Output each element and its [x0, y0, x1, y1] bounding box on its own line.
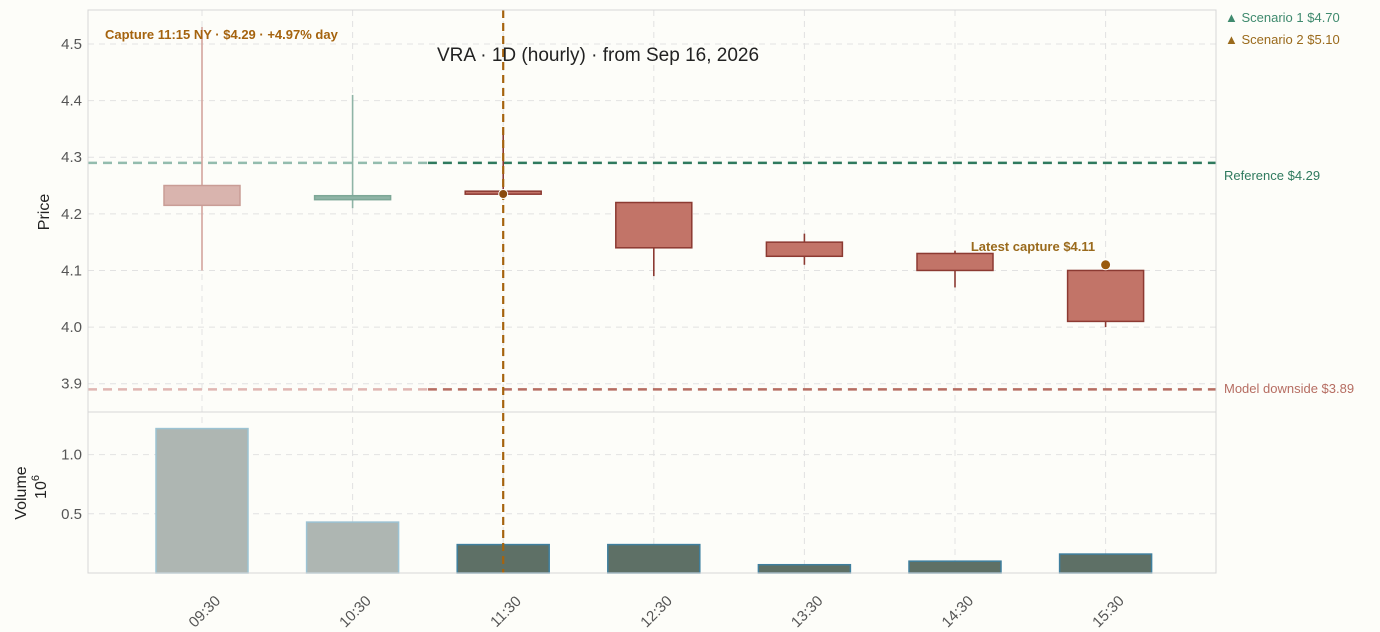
scenario-2-label: ▲ Scenario 2 $5.10 — [1225, 32, 1340, 47]
capture-marker — [498, 189, 509, 200]
latest-capture-label: Latest capture $4.11 — [971, 239, 1095, 254]
volume-tick-label: 1.0 — [61, 447, 82, 464]
price-tick-label: 4.2 — [61, 206, 82, 223]
x-tick-label: 10:30 — [336, 593, 375, 632]
price-tick-label: 4.4 — [61, 93, 82, 110]
x-tick-label: 13:30 — [788, 593, 827, 632]
price-axis-label: Price — [36, 194, 53, 231]
candle-body — [163, 184, 241, 207]
price-tick-label: 4.0 — [61, 319, 82, 336]
x-tick-label: 14:30 — [939, 593, 978, 632]
volume-bar — [305, 521, 400, 574]
candle-body — [916, 252, 994, 272]
candles — [163, 10, 1145, 573]
x-tick-label: 11:30 — [487, 593, 525, 631]
reference-line-label: Reference $4.29 — [1224, 168, 1320, 183]
price-tick-label: 4.1 — [61, 262, 82, 279]
chart-frame — [87, 9, 1217, 574]
x-tick-label: 12:30 — [637, 593, 676, 632]
scenario-1-label: ▲ Scenario 1 $4.70 — [1225, 10, 1340, 25]
volume-axis-label: Volume — [13, 466, 30, 519]
volume-bar — [1058, 553, 1153, 574]
grid-lines — [88, 10, 1216, 573]
volume-panel-frame — [87, 411, 1217, 574]
chart-title: VRA · 1D (hourly) · from Sep 16, 2026 — [437, 45, 759, 66]
price-tick-label: 4.5 — [61, 36, 82, 53]
candle-body — [765, 241, 844, 258]
latest-capture-marker — [1100, 259, 1112, 271]
volume-tick-label: 0.5 — [61, 506, 82, 523]
volume-axis-exponent: 106 — [30, 475, 50, 499]
volume-bar — [155, 427, 249, 574]
model-downside-label: Model downside $3.89 — [1224, 381, 1354, 396]
price-tick-label: 4.3 — [61, 149, 82, 166]
candle-body — [313, 194, 392, 201]
reference-lines — [88, 161, 1216, 391]
x-tick-label: 15:30 — [1089, 593, 1128, 632]
volume-bar — [607, 543, 701, 574]
candle-body — [615, 201, 693, 249]
volume-bar — [908, 560, 1002, 574]
x-tick-label: 09:30 — [186, 593, 225, 632]
candle-body — [1066, 269, 1145, 323]
volume-bar — [757, 563, 852, 574]
capture-label: Capture 11:15 NY · $4.29 · +4.97% day — [105, 27, 339, 42]
price-tick-label: 3.9 — [61, 376, 82, 393]
